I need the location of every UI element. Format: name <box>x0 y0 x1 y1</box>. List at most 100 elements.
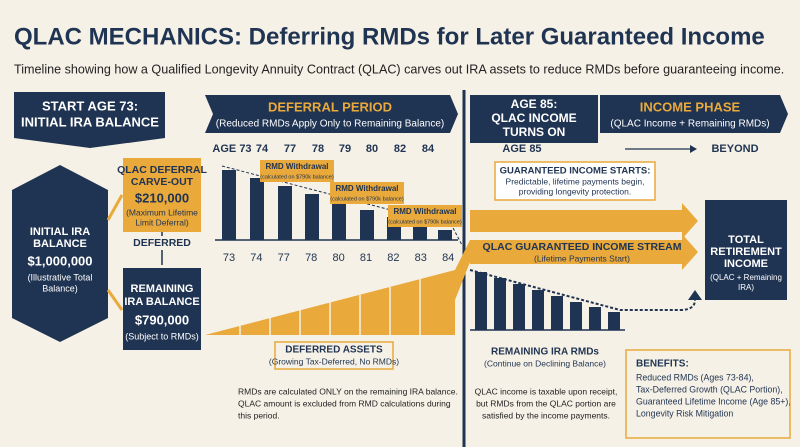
remaining-text: REMAINING <box>131 283 194 295</box>
post85-bars <box>475 272 620 330</box>
rmd-bar <box>305 194 319 240</box>
note-text: this period. <box>238 410 280 420</box>
rmd-label-box <box>260 160 334 182</box>
post85-trend <box>469 269 696 311</box>
rmd-label: RMD Withdrawal <box>265 162 328 171</box>
banner-title: INCOME PHASE <box>640 99 741 114</box>
rmd-bar <box>438 230 452 240</box>
remaining-note: (Subject to RMDs) <box>125 331 199 341</box>
note-text: but RMDs from the QLAC portion are <box>476 398 616 408</box>
benefit-item: Longevity Risk Mitigation <box>636 408 733 418</box>
age-label: 80 <box>366 143 378 155</box>
guaranteed-start-box <box>494 161 656 201</box>
top-ages: AGE 73 74 77 78 79 80 82 84 <box>212 143 435 155</box>
remaining-text: IRA BALANCE <box>124 296 199 308</box>
age-label: 77 <box>284 143 296 155</box>
note-text: QLAC amount is excluded from RMD calcula… <box>238 398 451 408</box>
age-label: 79 <box>339 143 351 155</box>
total-income-text: INCOME <box>724 258 768 270</box>
arrow-head <box>690 145 697 153</box>
title: QLAC MECHANICS: Deferring RMDs for Later… <box>14 23 765 50</box>
banner-text: TURNS ON <box>503 125 566 139</box>
age-label: 84 <box>422 143 435 155</box>
total-income-note: (QLAC + Remaining <box>710 273 782 282</box>
deferred-assets-subtitle: (Growing Tax-Deferred, No RMDs) <box>269 356 399 366</box>
banner-text: AGE 85: <box>511 97 558 111</box>
qlac-amount: $210,000 <box>135 190 189 205</box>
benefits-box <box>625 349 791 439</box>
start-banner <box>14 92 165 148</box>
income-arrow <box>470 234 698 270</box>
rmd-note: (calculated on $790k balance) <box>330 196 404 202</box>
qlac-box <box>123 158 201 232</box>
age-label: 73 <box>223 252 235 264</box>
rmd-bar <box>250 178 264 240</box>
rmd-labels: RMD Withdrawal (calculated on $790k bala… <box>260 160 462 227</box>
qlac-text: CARVE-OUT <box>131 176 194 188</box>
ira-text: INITIAL IRA <box>30 226 90 238</box>
total-income-text: TOTAL <box>728 234 764 246</box>
rmd-label: RMD Withdrawal <box>393 207 456 216</box>
rmd-label-box <box>330 182 404 204</box>
initial-ira-shape <box>12 165 108 342</box>
ira-amount: $1,000,000 <box>27 253 92 268</box>
arrow-head <box>688 290 702 300</box>
age-label: AGE 73 <box>212 143 251 155</box>
ira-text: BALANCE <box>33 238 87 250</box>
age-label: AGE 85 <box>502 143 541 155</box>
rmd-bar <box>413 224 427 240</box>
note-text: QLAC income is taxable upon receipt, <box>475 386 618 396</box>
deferral-banner <box>205 95 458 133</box>
banner-text: START AGE 73: <box>42 98 138 113</box>
age-label: 84 <box>442 252 454 264</box>
subtitle: Timeline showing how a Qualified Longevi… <box>14 62 784 76</box>
remaining-rmds-subtitle: (Continue on Declining Balance) <box>484 358 606 368</box>
banner-text: QLAC INCOME <box>491 111 576 125</box>
age-label: 78 <box>312 143 324 155</box>
rmd-bar <box>332 202 346 240</box>
rmd-bar <box>360 210 374 240</box>
total-income-note: IRA) <box>738 283 754 292</box>
qlac-text: QLAC DEFERRAL <box>117 164 207 176</box>
note-text: RMDs are calculated ONLY on the remainin… <box>238 386 458 396</box>
benefit-item: Tax-Deferred Growth (QLAC Portion), <box>636 384 783 394</box>
ira-note: (Illustrative Total <box>28 272 93 282</box>
rmd-bars <box>215 165 463 246</box>
guaranteed-start-text: providing longevity protection. <box>519 186 631 196</box>
age-label: 80 <box>332 252 344 264</box>
income-banner <box>600 95 788 133</box>
deferred-assets-box <box>274 341 394 370</box>
income-stream-subtitle: (Lifetime Payments Start) <box>534 253 630 263</box>
rmd-label-box <box>388 205 462 227</box>
benefits-list: Reduced RMDs (Ages 73-84), Tax-Deferred G… <box>636 372 791 418</box>
guaranteed-start-text: Predictable, lifetime payments begin, <box>506 176 645 186</box>
rmd-note: (calculated on $790k balance) <box>260 174 334 180</box>
age-label: 74 <box>256 143 269 155</box>
benefits-title: BENEFITS: <box>636 359 689 370</box>
age-label: 77 <box>278 252 290 264</box>
benefit-item: Reduced RMDs (Ages 73-84), <box>636 372 754 382</box>
banner-text: INITIAL IRA BALANCE <box>21 114 159 129</box>
bottom-ages: 73 74 77 78 80 81 82 83 84 <box>223 252 454 264</box>
remaining-box <box>123 268 201 350</box>
qlac-note: Limit Deferral) <box>135 217 189 227</box>
income-stream-title: QLAC GUARANTEED INCOME STREAM <box>483 241 682 253</box>
note-text: satisfied by the income payments. <box>482 410 610 420</box>
label-bg <box>130 236 194 250</box>
rmd-note: (calculated on $790k balance) <box>388 219 462 225</box>
split-arrows <box>106 194 124 311</box>
age-label: 81 <box>360 252 372 264</box>
rmd-bar <box>278 186 292 240</box>
banner-title: DEFERRAL PERIOD <box>268 99 392 114</box>
rmd-label: RMD Withdrawal <box>335 184 398 193</box>
benefit-item: Guaranteed Lifetime Income (Age 85+), <box>636 396 791 406</box>
age-label: 78 <box>305 252 317 264</box>
total-income-box <box>705 200 787 300</box>
deferred-assets-title: DEFERRED ASSETS <box>285 345 383 356</box>
remaining-amount: $790,000 <box>135 312 189 327</box>
age-label: 82 <box>387 252 399 264</box>
banner-subtitle: (QLAC Income + Remaining RMDs) <box>610 119 769 130</box>
total-income-text: RETIREMENT <box>710 246 782 258</box>
growth-stripes <box>239 279 421 335</box>
ira-note: Balance) <box>42 283 78 293</box>
